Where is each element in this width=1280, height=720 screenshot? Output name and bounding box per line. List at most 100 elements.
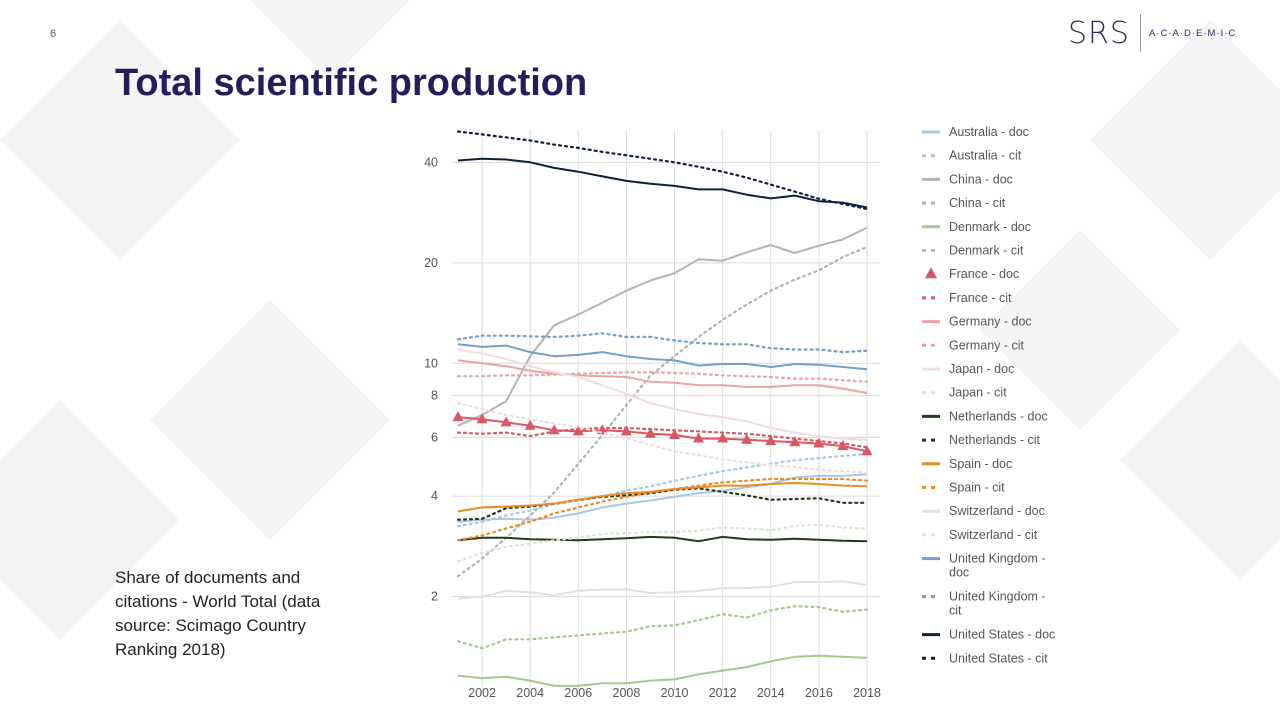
series-line-france-cit [456, 426, 869, 449]
series-line-germany-cit [456, 371, 869, 383]
marker-france-doc-2009 [644, 427, 656, 438]
page-number: 6 [50, 28, 57, 40]
legend-item-japan-doc: Japan - doc [922, 362, 1014, 376]
x-tick-label: 2018 [853, 686, 881, 700]
page-title: Total scientific production [115, 62, 588, 104]
legend-label: Switzerland - cit [949, 528, 1038, 542]
series-line-netherlands-doc [457, 535, 868, 543]
legend-item-spain-doc: Spain - doc [922, 457, 1012, 471]
logo-text: A·C·A·D·E·M·I·C [1148, 27, 1237, 39]
legend-label: Japan - cit [949, 386, 1007, 400]
series-lines [452, 130, 873, 687]
series-line-netherlands-cit [456, 487, 869, 521]
marker-france-doc-2017 [837, 440, 849, 451]
legend-label: Japan - doc [949, 362, 1014, 376]
y-tick-label: 4 [431, 489, 438, 503]
legend: Australia - doc Australia - cit China - do… [922, 125, 1055, 665]
legend-item-united-kingdom-doc: United Kingdom -doc [922, 552, 1046, 580]
series-line-spain-doc [457, 482, 868, 513]
legend-item-france-doc: France - doc [925, 267, 1019, 281]
series-line-japan-doc [457, 348, 868, 441]
legend-item-france-cit: France - cit [922, 291, 1012, 305]
legend-label: Germany - cit [949, 338, 1025, 352]
marker-france-doc-2018 [861, 445, 873, 456]
legend-item-denmark-doc: Denmark - doc [922, 220, 1031, 234]
legend-label: China - doc [949, 172, 1013, 186]
legend-item-germany-cit: Germany - cit [922, 338, 1025, 352]
legend-label: China - cit [949, 196, 1006, 210]
legend-label: France - doc [949, 267, 1019, 281]
series-line-denmark-doc [457, 654, 868, 687]
series-line-united-states-cit [456, 130, 869, 211]
marker-france-doc-2008 [620, 425, 632, 436]
legend-item-spain-cit: Spain - cit [922, 481, 1005, 495]
legend-label: Netherlands - cit [949, 433, 1041, 447]
series-line-switzerland-cit [456, 523, 869, 563]
legend-item-switzerland-doc: Switzerland - doc [922, 504, 1045, 518]
series-line-china-cit [456, 245, 869, 578]
legend-item-australia-cit: Australia - cit [922, 149, 1022, 163]
legend-item-united-kingdom-cit: United Kingdom -cit [922, 590, 1046, 618]
legend-label: Denmark - doc [949, 220, 1031, 234]
series-line-germany-doc [457, 359, 868, 394]
legend-label: Switzerland - doc [949, 504, 1045, 518]
legend-item-united-states-doc: United States - doc [922, 628, 1055, 642]
x-tick-label: 2016 [805, 686, 833, 700]
legend-item-netherlands-doc: Netherlands - doc [922, 409, 1048, 423]
y-axis-ticks: 2 4 6 8 10 20 40 [424, 155, 438, 603]
legend-item-denmark-cit: Denmark - cit [922, 244, 1024, 258]
marker-france-doc-2014 [765, 435, 777, 446]
marker-france-doc-2016 [813, 437, 825, 448]
legend-label: Germany - doc [949, 315, 1032, 329]
series-line-united-states-doc [457, 157, 868, 209]
logo-mark: SRS [1068, 15, 1130, 51]
marker-france-doc-2010 [669, 428, 681, 439]
marker-france-doc-2002 [476, 413, 488, 424]
legend-label: Australia - cit [949, 149, 1022, 163]
series-line-spain-cit [456, 477, 869, 542]
legend-item-china-cit: China - cit [922, 196, 1006, 210]
x-tick-label: 2004 [516, 686, 544, 700]
marker-france-doc-2001 [452, 411, 464, 422]
series-line-china-doc [457, 226, 868, 427]
marker-france-doc-2015 [789, 436, 801, 447]
x-tick-label: 2012 [709, 686, 737, 700]
series-line-united-kingdom-doc [457, 343, 868, 371]
legend-label: Netherlands - doc [949, 409, 1048, 423]
legend-label: Australia - doc [949, 125, 1029, 139]
legend-item-australia-doc: Australia - doc [922, 125, 1029, 139]
legend-label: Denmark - cit [949, 244, 1024, 258]
series-line-switzerland-doc [457, 580, 868, 600]
legend-label: Spain - doc [949, 457, 1012, 471]
series-line-denmark-cit [456, 605, 869, 650]
x-tick-label: 2008 [613, 686, 641, 700]
logo-divider [1139, 14, 1141, 52]
marker-france-doc-2005 [548, 424, 560, 435]
marker-france-doc-2003 [500, 416, 512, 427]
legend-item-china-doc: China - doc [922, 172, 1013, 186]
marker-france-doc-2004 [524, 419, 536, 430]
marker-france-doc-2011 [693, 432, 705, 443]
legend-item-netherlands-cit: Netherlands - cit [922, 433, 1041, 447]
series-line-france-doc [457, 416, 868, 453]
series-line-united-kingdom-cit [456, 332, 869, 354]
legend-item-united-states-cit: United States - cit [922, 651, 1048, 665]
x-axis-ticks: 2002 2004 2006 2008 2010 2012 2014 2016 2018 [468, 686, 881, 700]
legend-label: United States - doc [949, 628, 1055, 642]
legend-item-japan-cit: Japan - cit [922, 386, 1007, 400]
legend-label: France - cit [949, 291, 1012, 305]
legend-label: Spain - cit [949, 481, 1005, 495]
x-tick-label: 2014 [757, 686, 785, 700]
y-tick-label: 6 [431, 430, 438, 444]
legend-label: United States - cit [949, 651, 1048, 665]
marker-france-doc-2013 [741, 433, 753, 444]
y-tick-label: 20 [424, 256, 438, 270]
marker-france-doc-2012 [717, 432, 729, 443]
legend-label: United Kingdom -doc [949, 552, 1046, 580]
legend-swatch [925, 267, 937, 279]
series-line-australia-doc [457, 473, 868, 523]
legend-item-switzerland-cit: Switzerland - cit [922, 528, 1038, 542]
x-tick-label: 2006 [564, 686, 592, 700]
